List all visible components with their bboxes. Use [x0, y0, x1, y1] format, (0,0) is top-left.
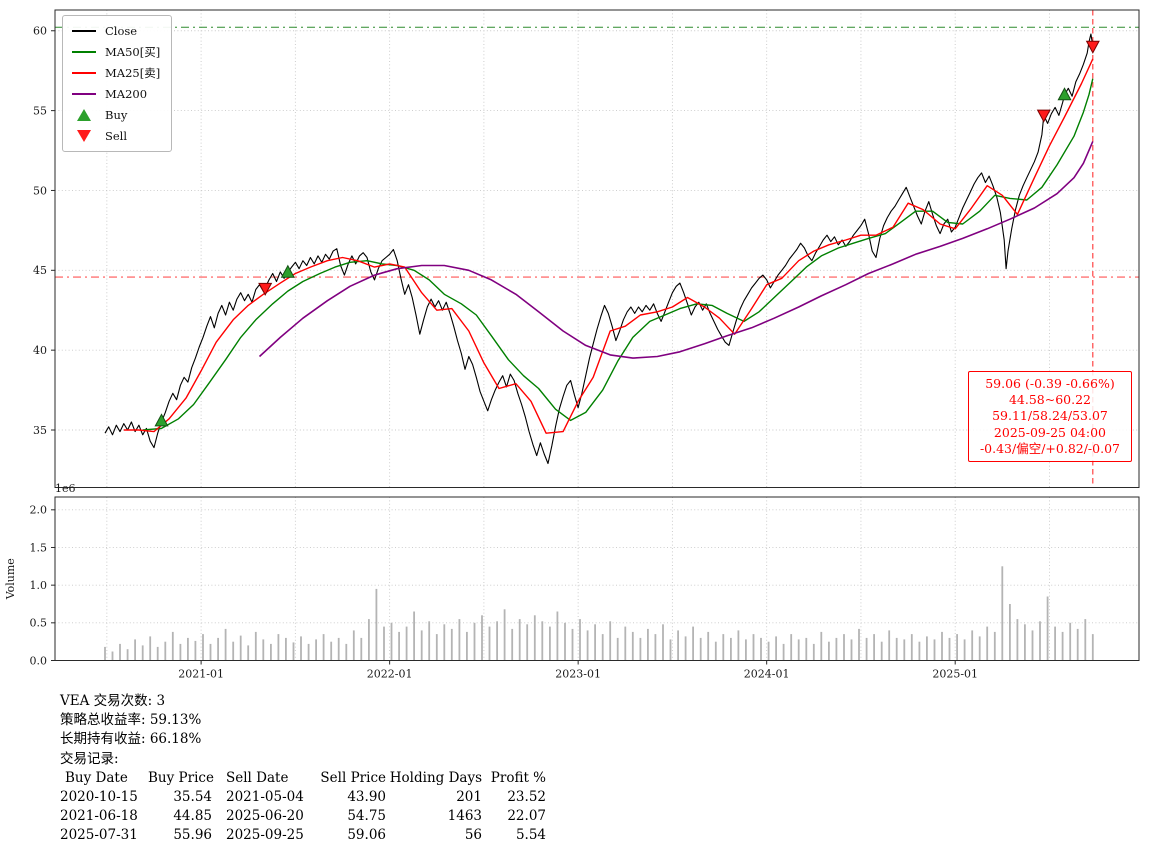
trade-cell: 35.54 — [173, 789, 212, 806]
price-axes-frame — [54, 9, 1140, 488]
trade-cell: 2020-10-15 — [60, 789, 138, 806]
trade-cell: 5.54 — [515, 827, 546, 844]
svg-text:0.0: 0.0 — [30, 654, 48, 667]
legend-item-sell: Sell — [72, 128, 160, 144]
trade-col-header: Buy Price — [148, 769, 214, 786]
axis-tick-labels: 35 40 45 50 55 60 0.0 0.5 1.0 1.5 2.0 2021-01 2022-0… — [30, 25, 979, 681]
legend-item-close: Close — [72, 23, 160, 39]
trade-cell: 59.06 — [347, 827, 386, 844]
trade-cell: 56 — [464, 827, 482, 844]
legend: Close MA50[买] MA25[卖] MA200 Buy Sell — [62, 15, 173, 152]
svg-text:2022-01: 2022-01 — [367, 668, 413, 681]
trade-cell: 23.52 — [507, 789, 546, 806]
volume-scale-label: 1e6 — [55, 482, 76, 495]
trade-cell: 201 — [456, 789, 482, 806]
svg-text:2.0: 2.0 — [30, 504, 48, 517]
ma25-line — [123, 58, 1094, 434]
svg-text:2023-01: 2023-01 — [555, 668, 601, 681]
svg-text:0.5: 0.5 — [30, 617, 48, 630]
trade-count-line: VEA 交易次数: 3 — [60, 693, 166, 709]
price-annotation: 59.06 (-0.39 -0.66%) 44.58~60.22 59.11/5… — [967, 371, 1132, 463]
trade-col-header: Buy Date — [65, 769, 128, 786]
trade-cell: 55.96 — [173, 827, 212, 844]
svg-text:60: 60 — [33, 25, 47, 38]
trade-records-label: 交易记录: — [60, 750, 119, 767]
trade-records-table: Buy Date Buy Price Sell Date Sell Price Hold… — [60, 769, 546, 846]
ma200-line — [258, 141, 1094, 359]
volume-axis-label: Volume — [4, 558, 17, 600]
buy-marker-icon — [72, 109, 96, 121]
trade-cell: 2021-05-04 — [226, 789, 304, 806]
buy-markers — [154, 87, 1072, 427]
legend-item-ma25: MA25[卖] — [72, 65, 160, 81]
ma200-line-swatch — [72, 92, 96, 96]
svg-text:2025-01: 2025-01 — [932, 668, 978, 681]
annotation-last-price: 59.06 (-0.39 -0.66%) — [985, 376, 1115, 391]
trade-cell: 2025-06-20 — [226, 808, 304, 825]
annotation-signal: -0.43/偏空/+0.82/-0.07 — [979, 440, 1120, 456]
legend-label: MA50[买] — [105, 45, 161, 59]
svg-text:2024-01: 2024-01 — [744, 668, 790, 681]
buy-hold-return-line: 长期持有收益: 66.18% — [60, 731, 202, 748]
legend-label: Buy — [105, 108, 128, 122]
legend-label: MA200 — [105, 87, 148, 101]
svg-text:55: 55 — [33, 104, 47, 117]
trade-cell: 2021-06-18 — [60, 808, 138, 825]
svg-text:2021-01: 2021-01 — [178, 668, 224, 681]
trade-cell: 44.85 — [173, 808, 212, 825]
svg-text:45: 45 — [33, 264, 47, 277]
ma50-line-swatch — [72, 50, 96, 54]
trade-cell: 1463 — [447, 808, 482, 825]
trade-cell: 2025-07-31 — [60, 827, 138, 844]
ma50-line — [142, 78, 1094, 431]
legend-item-buy: Buy — [72, 107, 160, 123]
grid-lines — [55, 10, 1139, 661]
legend-item-ma200: MA200 — [72, 86, 160, 102]
sell-markers — [258, 40, 1100, 296]
sell-marker-icon — [72, 130, 96, 142]
annotation-ma-values: 59.11/58.24/53.07 — [992, 408, 1108, 424]
volume-bars — [104, 566, 1094, 661]
trade-col-header: Sell Date — [226, 769, 289, 786]
close-line-swatch — [72, 29, 96, 33]
legend-label: MA25[卖] — [105, 66, 161, 80]
strategy-return-line: 策略总收益率: 59.13% — [60, 712, 202, 729]
ma25-line-swatch — [72, 71, 96, 75]
chart-canvas: 35 40 45 50 55 60 0.0 0.5 1.0 1.5 2.0 2021-01 2022-0… — [4, 9, 1140, 681]
svg-text:50: 50 — [33, 184, 47, 197]
trade-cell: 22.07 — [507, 808, 546, 825]
strategy-summary: VEA 交易次数: 3 策略总收益率: 59.13% 长期持有收益: 66.18… — [60, 692, 546, 846]
volume-axes-frame — [54, 496, 1140, 661]
trade-cell: 2025-09-25 — [226, 827, 304, 844]
trade-cell: 54.75 — [347, 808, 386, 825]
annotation-band-range: 44.58~60.22 — [1008, 392, 1091, 408]
svg-text:1.0: 1.0 — [30, 579, 48, 592]
trade-col-header: Holding Days — [389, 769, 482, 786]
svg-text:1.5: 1.5 — [30, 541, 48, 554]
trade-col-header: Profit % — [490, 769, 546, 786]
trade-cell: 43.90 — [347, 789, 386, 806]
legend-label: Sell — [105, 129, 128, 143]
legend-item-ma50: MA50[买] — [72, 44, 160, 60]
close-line — [104, 33, 1094, 465]
annotation-timestamp: 2025-09-25 04:00 — [993, 424, 1106, 440]
legend-label: Close — [105, 24, 138, 38]
trade-col-header: Sell Price — [320, 769, 386, 786]
svg-text:40: 40 — [33, 344, 47, 357]
svg-text:35: 35 — [33, 424, 47, 437]
